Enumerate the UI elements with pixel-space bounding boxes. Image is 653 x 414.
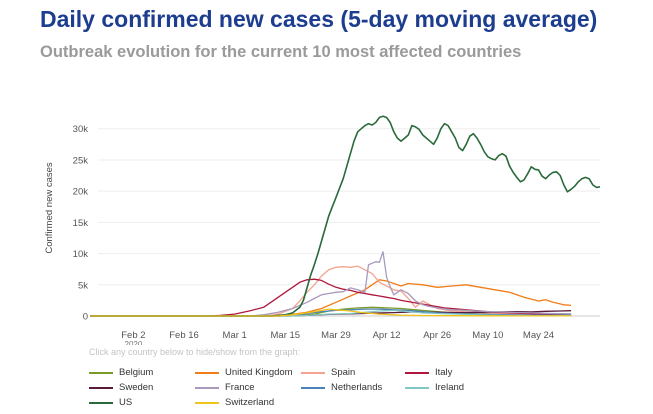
legend-label: Belgium (119, 367, 154, 378)
series-line-switzerland (90, 308, 572, 317)
y-tick-label: 10k (73, 249, 89, 260)
y-tick-label: 0 (83, 312, 88, 323)
y-tick-label: 30k (73, 124, 89, 135)
legend-label: Italy (435, 367, 453, 378)
chart-title: Daily confirmed new cases (5-day moving … (40, 6, 598, 32)
x-tick-label: Apr 26 (423, 330, 451, 341)
legend-item-spain[interactable]: Spain (301, 367, 355, 378)
legend-label: Ireland (435, 382, 465, 393)
legend-swatch (405, 371, 429, 374)
legend-label: Netherlands (331, 382, 383, 393)
x-tick-label: May 24 (523, 330, 554, 341)
x-tick-label: May 10 (472, 330, 503, 341)
legend-swatch (301, 371, 325, 374)
legend-label: Sweden (119, 382, 154, 393)
x-tick-label: Apr 12 (373, 330, 401, 341)
legend-swatch (195, 371, 219, 374)
legend-label: Switzerland (225, 397, 275, 408)
legend-label: France (225, 382, 255, 393)
series-line-us (90, 115, 601, 317)
y-tick-label: 15k (73, 218, 89, 229)
y-tick-label: 20k (73, 187, 89, 198)
legend-label: Spain (331, 367, 356, 378)
x-tick-label: Mar 15 (271, 330, 301, 341)
legend-item-sweden[interactable]: Sweden (89, 382, 153, 393)
legend-label: United Kingdom (225, 367, 293, 378)
y-tick-label: 25k (73, 155, 89, 166)
legend-swatch (195, 401, 219, 404)
series-lines (90, 115, 601, 317)
legend-item-belgium[interactable]: Belgium (89, 367, 153, 378)
legend-item-switzerland[interactable]: Switzerland (195, 397, 274, 408)
legend-item-us[interactable]: US (89, 397, 132, 408)
legend-item-france[interactable]: France (195, 382, 255, 393)
legend-swatch (405, 386, 429, 389)
y-tick-label: 5k (78, 280, 88, 291)
series-line-france (90, 251, 572, 317)
x-tick-label: Mar 29 (321, 330, 351, 341)
legend-hint: Click any country below to hide/show fro… (89, 347, 301, 357)
y-axis-ticks: 0 5k 10k 15k 20k 25k 30k (73, 124, 89, 322)
legend-item-ireland[interactable]: Ireland (405, 382, 464, 393)
chart-subtitle: Outbreak evolution for the current 10 mo… (40, 43, 522, 61)
legend-swatch (89, 371, 113, 374)
legend-swatch (195, 386, 219, 389)
legend-item-italy[interactable]: Italy (405, 367, 452, 378)
legend-item-netherlands[interactable]: Netherlands (301, 382, 382, 393)
y-axis-label: Confirmed new cases (44, 162, 55, 254)
legend-swatch (89, 386, 113, 389)
x-tick-sublabel: 2020 (125, 340, 143, 345)
series-line-united-kingdom (90, 279, 572, 317)
legend-item-united-kingdom[interactable]: United Kingdom (195, 367, 293, 378)
legend-label: US (119, 397, 133, 408)
legend-swatch (301, 386, 325, 389)
legend-swatch (89, 401, 113, 404)
x-tick-label: Feb 2 (121, 330, 145, 341)
x-tick-label: Feb 16 (169, 330, 199, 341)
x-tick-label: Mar 1 (223, 330, 247, 341)
